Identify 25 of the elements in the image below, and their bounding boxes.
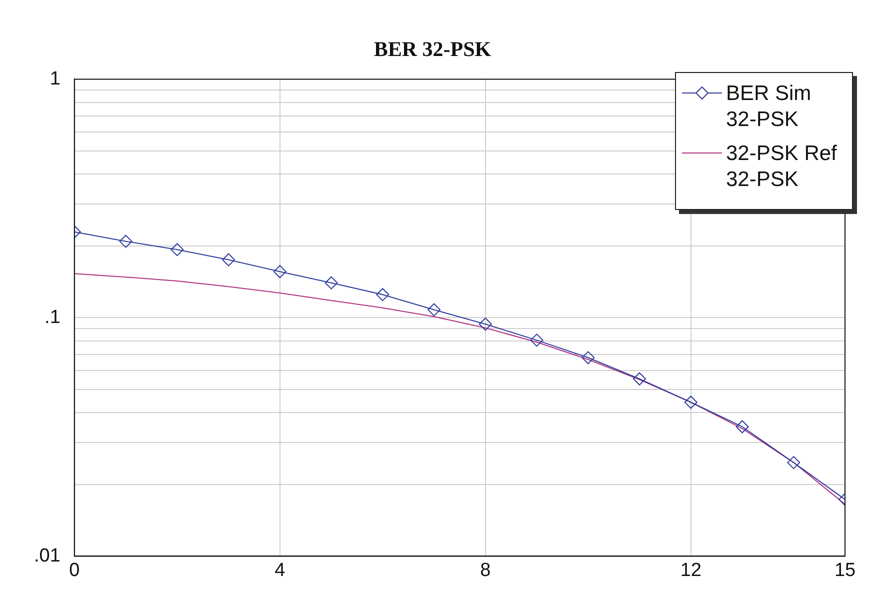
y-tick-label: 1 <box>50 68 60 90</box>
point <box>428 303 441 316</box>
point <box>530 334 544 347</box>
point <box>633 372 646 386</box>
y-tick-label: .01 <box>34 545 60 566</box>
legend-label: 32-PSK Ref 32-PSK <box>726 141 838 193</box>
chart-title: BER 32-PSK <box>374 37 492 62</box>
point <box>787 456 800 470</box>
point <box>273 265 286 278</box>
point <box>222 253 236 266</box>
x-tick-label: 4 <box>274 560 286 581</box>
x-tick-label: 8 <box>480 560 491 581</box>
x-tick-label: 12 <box>680 560 702 581</box>
legend-label: BER Sim 32-PSK <box>726 81 812 133</box>
point <box>119 234 132 248</box>
point <box>582 351 595 364</box>
point <box>684 396 698 409</box>
point <box>170 243 184 256</box>
point <box>324 276 338 290</box>
x-tick-label: 15 <box>834 560 856 581</box>
point <box>478 318 492 331</box>
point <box>736 420 749 434</box>
point <box>376 288 390 302</box>
y-tick-label: .1 <box>44 306 60 328</box>
x-tick-label: 0 <box>69 560 80 581</box>
